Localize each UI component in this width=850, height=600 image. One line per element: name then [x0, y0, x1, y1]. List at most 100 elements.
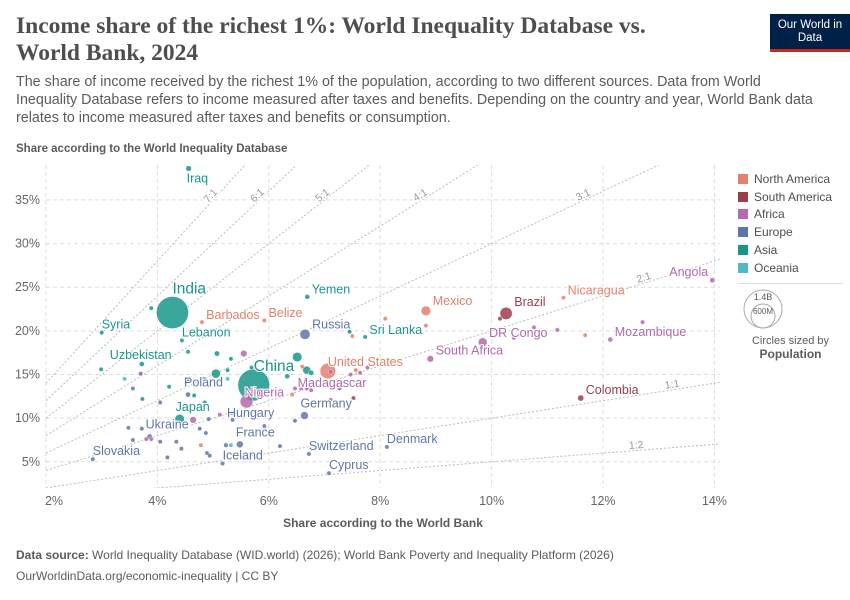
legend-item[interactable]: South America: [738, 188, 832, 206]
data-point: [497, 316, 503, 322]
data-point: [211, 368, 221, 379]
ratio-line-label: 1:2: [628, 439, 644, 452]
data-point: [223, 442, 229, 448]
size-label-large: 1.4B: [754, 292, 773, 302]
ratio-line-label: 6:1: [248, 186, 267, 205]
source-text: World Inequality Database (WID.world) (2…: [92, 548, 614, 562]
data-source: Data source: World Inequality Database (…: [16, 548, 614, 562]
data-point: [98, 366, 104, 372]
data-point: [174, 414, 185, 424]
point-label: Iraq: [187, 171, 209, 185]
data-point: [362, 334, 368, 340]
size-caption: Circles sized by: [751, 335, 830, 347]
data-point: [90, 456, 96, 462]
data-point: [148, 305, 154, 311]
data-point: [225, 376, 230, 382]
legend-label: Oceania: [754, 260, 799, 275]
data-point: [478, 337, 488, 347]
data-point: [178, 446, 184, 452]
data-point: [206, 416, 212, 422]
legend-item[interactable]: Africa: [738, 206, 832, 224]
x-tick-label: 4%: [148, 494, 166, 508]
data-point: [292, 418, 298, 424]
point-label: Denmark: [387, 432, 438, 446]
point-label: Mozambique: [615, 325, 687, 339]
x-tick-label: 12%: [591, 494, 616, 508]
data-point: [292, 386, 298, 391]
point-label: Japan: [176, 400, 210, 414]
legend-label: North America: [754, 171, 831, 186]
legend-label: Europe: [754, 225, 793, 240]
data-point: [179, 338, 185, 343]
legend-item[interactable]: Asia: [738, 241, 832, 259]
data-point: [328, 397, 334, 403]
legend-item[interactable]: Oceania: [738, 259, 832, 277]
data-point: [249, 365, 254, 370]
data-point: [201, 376, 207, 382]
footer-url[interactable]: OurWorldinData.org/economic-inequality |…: [16, 569, 279, 583]
y-tick-label: 20%: [15, 324, 40, 338]
size-label-small: 600M: [753, 307, 773, 316]
data-point: [130, 437, 136, 443]
ratio-line: [46, 165, 479, 437]
data-point: [357, 370, 363, 376]
data-point: [607, 336, 613, 343]
data-point: [582, 332, 588, 338]
point-label: Nigeria: [245, 386, 285, 400]
data-point: [337, 386, 342, 391]
data-point: [351, 395, 356, 401]
point-label: Madagascar: [298, 376, 367, 390]
y-tick-label: 30%: [15, 237, 40, 251]
legend-label: Africa: [754, 207, 785, 222]
ratio-line: [46, 258, 720, 472]
data-point: [326, 470, 332, 476]
ratio-line: [151, 443, 720, 488]
data-point: [148, 436, 154, 442]
point-label: India: [172, 280, 206, 297]
legend-item[interactable]: Europe: [738, 223, 832, 241]
data-point: [306, 451, 312, 457]
x-tick-label: 10%: [479, 494, 504, 508]
data-point: [709, 277, 715, 284]
point-label: Mexico: [433, 294, 473, 308]
data-point: [348, 372, 354, 377]
legend-item[interactable]: North America: [738, 170, 832, 188]
y-tick-label: 15%: [15, 368, 40, 382]
data-point: [185, 391, 191, 398]
data-point: [353, 367, 359, 373]
ratio-line-label: 2:1: [635, 270, 653, 286]
data-point: [165, 455, 170, 460]
data-point: [304, 294, 310, 300]
point-label: Switzerland: [309, 439, 374, 453]
data-point: [382, 316, 388, 322]
data-point: [199, 319, 205, 325]
data-point: [139, 396, 145, 402]
ratio-line-label: 5:1: [313, 186, 332, 205]
point-label: Nicaragua: [568, 283, 625, 297]
chart-title: Income share of the richest 1%: World In…: [16, 13, 646, 66]
data-point: [157, 400, 163, 405]
data-point: [240, 350, 248, 358]
data-point: [228, 442, 234, 448]
point-label: Cyprus: [329, 458, 369, 472]
data-point: [130, 386, 136, 391]
legend-swatch: [738, 245, 748, 256]
data-point: [166, 421, 172, 427]
data-point: [143, 436, 149, 442]
data-point: [229, 410, 235, 416]
data-point: [365, 365, 370, 370]
data-point: [292, 352, 303, 362]
ratio-line-label: 1:1: [664, 378, 680, 392]
point-label: Poland: [184, 376, 223, 390]
data-point: [185, 349, 191, 355]
point-label: Slovakia: [93, 444, 140, 458]
data-point: [225, 367, 230, 373]
owid-logo[interactable]: Our World in Data: [770, 14, 850, 52]
data-point: [139, 361, 145, 367]
data-point: [349, 333, 355, 339]
data-point: [191, 393, 197, 398]
data-point: [277, 443, 283, 449]
region-legend: North America South America Africa Europ…: [738, 170, 832, 277]
legend-label: South America: [754, 189, 833, 204]
ratio-line-label: 3:1: [574, 187, 592, 204]
